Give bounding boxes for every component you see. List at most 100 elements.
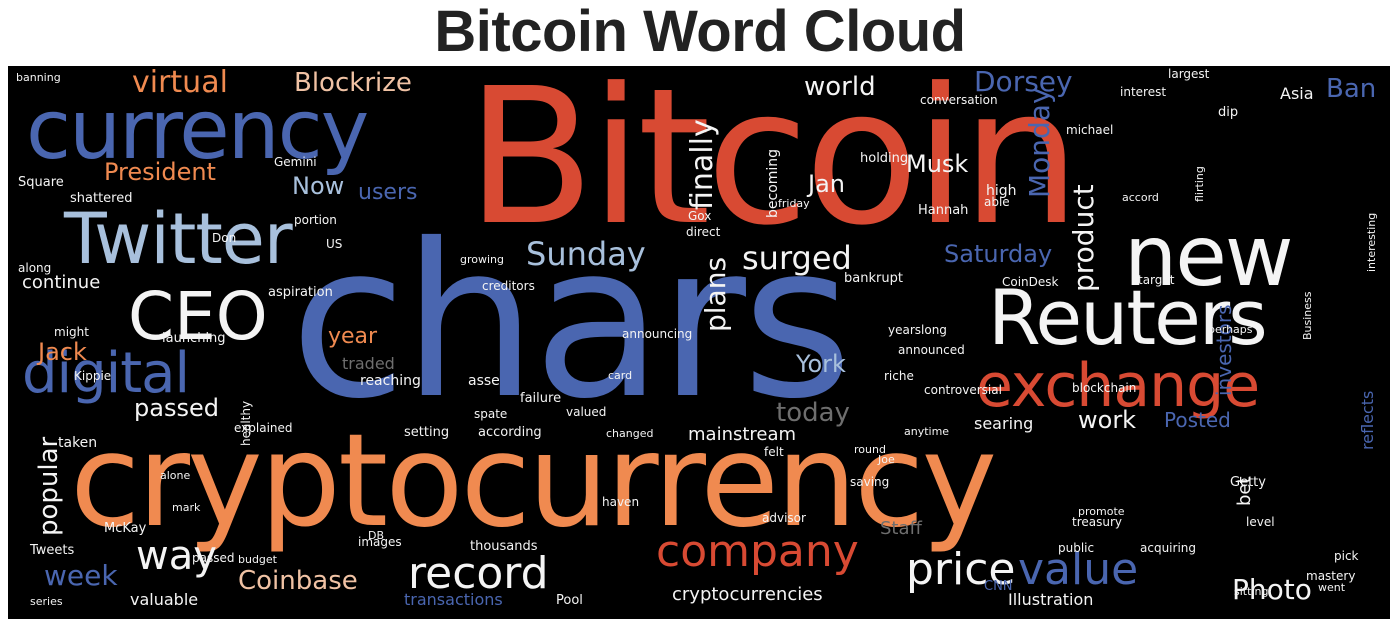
- cloud-word: felt: [764, 445, 784, 459]
- cloud-word: chars: [290, 198, 852, 445]
- cloud-word: reaching: [360, 373, 421, 389]
- cloud-word: finally: [685, 119, 720, 210]
- cloud-word: launching: [162, 331, 226, 346]
- cloud-word: setting: [404, 425, 450, 440]
- cloud-word: explained: [234, 421, 293, 435]
- cloud-word: passed: [192, 551, 235, 565]
- cloud-word: Jan: [808, 170, 845, 198]
- cloud-word: President: [104, 158, 216, 186]
- cloud-word: target: [1138, 273, 1175, 287]
- cloud-word: users: [358, 180, 418, 205]
- cloud-word: mark: [172, 501, 201, 514]
- cloud-word: Blockrize: [294, 68, 412, 98]
- cloud-word: portion: [294, 213, 337, 227]
- cloud-word: CEO: [128, 278, 268, 355]
- cloud-word: Jack: [38, 338, 87, 366]
- cloud-word: round: [854, 443, 886, 456]
- cloud-word: holding: [860, 151, 909, 166]
- cloud-word: asse: [468, 373, 500, 389]
- cloud-word: Getty: [1230, 475, 1266, 490]
- cloud-word: transactions: [404, 590, 503, 609]
- cloud-word: Photo: [1232, 573, 1312, 606]
- cloud-word: continue: [22, 272, 101, 293]
- cloud-word: Twitter: [64, 198, 293, 280]
- cloud-word: traded: [342, 354, 395, 373]
- cloud-word: Illustration: [1008, 590, 1094, 609]
- cloud-word: yearslong: [888, 323, 947, 337]
- cloud-word: today: [776, 398, 850, 428]
- cloud-word: budget: [238, 553, 277, 566]
- cloud-word: Dorsey: [974, 66, 1073, 98]
- cloud-word: Reuters: [988, 273, 1268, 362]
- cloud-word: high: [986, 183, 1017, 199]
- cloud-word: Musk: [906, 150, 969, 178]
- cloud-word: aspiration: [268, 285, 333, 300]
- cloud-word: investors: [1212, 304, 1236, 396]
- cloud-word: CoinDesk: [1002, 275, 1059, 289]
- cloud-word: Don: [212, 231, 237, 245]
- cloud-word: York: [796, 350, 846, 378]
- cloud-word: Asia: [1280, 84, 1314, 103]
- cloud-word: changed: [606, 427, 654, 440]
- cloud-word: creditors: [482, 279, 535, 293]
- cloud-word: alone: [160, 469, 191, 482]
- cloud-word: year: [328, 324, 378, 349]
- cloud-word: advisor: [762, 511, 806, 525]
- cloud-word: growing: [460, 253, 504, 266]
- cloud-word: along: [18, 261, 52, 275]
- cloud-word: Bitcoin: [466, 66, 1081, 267]
- cloud-word: went: [1318, 581, 1346, 594]
- cloud-word: DB: [368, 529, 385, 542]
- cloud-word: promote: [1078, 505, 1125, 518]
- cloud-word: value: [1018, 544, 1139, 595]
- cloud-word: banning: [16, 71, 61, 84]
- cloud-word: price: [906, 544, 1016, 595]
- cloud-word: passed: [134, 394, 219, 422]
- cloud-word: world: [804, 72, 876, 102]
- cloud-word: way: [136, 533, 217, 579]
- cloud-word: Sunday: [526, 235, 646, 273]
- cloud-word: currency: [26, 83, 369, 178]
- cloud-word: mainstream: [688, 424, 797, 445]
- cloud-word: failure: [520, 391, 562, 406]
- cloud-word: thousands: [470, 539, 538, 554]
- cloud-word: Gemini: [274, 155, 317, 169]
- cloud-word: Coinbase: [238, 566, 358, 596]
- cloud-word: valuable: [130, 590, 199, 609]
- word-cloud: Bitcoin chars cryptocurrency currency Tw…: [8, 66, 1390, 619]
- cloud-word: company: [656, 526, 859, 577]
- cloud-word: Posted: [1164, 408, 1231, 432]
- cloud-word: treasury: [1072, 515, 1123, 529]
- cloud-word: exchange: [976, 351, 1260, 421]
- cloud-word: accord: [1122, 191, 1159, 204]
- cloud-word: images: [358, 535, 402, 549]
- cloud-word: haven: [602, 495, 640, 509]
- page-title: Bitcoin Word Cloud: [434, 0, 966, 64]
- cloud-word: conversation: [920, 93, 998, 107]
- cloud-word: US: [326, 237, 343, 251]
- cloud-word: might: [54, 325, 89, 339]
- cloud-word: series: [30, 595, 63, 608]
- cloud-word: surged: [742, 239, 852, 277]
- cloud-word: popular: [34, 436, 64, 536]
- cloud-word: Joe: [878, 453, 895, 466]
- cloud-word: friday: [778, 197, 810, 210]
- cloud-word: taken: [58, 435, 98, 451]
- cloud-word: card: [608, 369, 633, 382]
- cloud-word: able: [984, 195, 1010, 209]
- cloud-word: record: [408, 548, 549, 599]
- cloud-word: riche: [884, 369, 914, 383]
- cloud-word: Gox: [688, 209, 712, 223]
- cloud-word: direct: [686, 225, 721, 239]
- cloud-word: valued: [566, 405, 607, 419]
- cloud-word: acquiring: [1140, 541, 1196, 555]
- cloud-word: Business: [1301, 291, 1314, 340]
- cloud-word: announcing: [622, 327, 693, 341]
- cloud-word: announced: [898, 343, 965, 357]
- cloud-word: saving: [850, 475, 890, 489]
- cloud-word: interesting: [1365, 212, 1378, 272]
- cloud-word: Pool: [556, 593, 583, 608]
- cloud-word: largest: [1168, 67, 1210, 81]
- cloud-word: Saturday: [944, 240, 1053, 268]
- cloud-word: new: [1124, 207, 1294, 305]
